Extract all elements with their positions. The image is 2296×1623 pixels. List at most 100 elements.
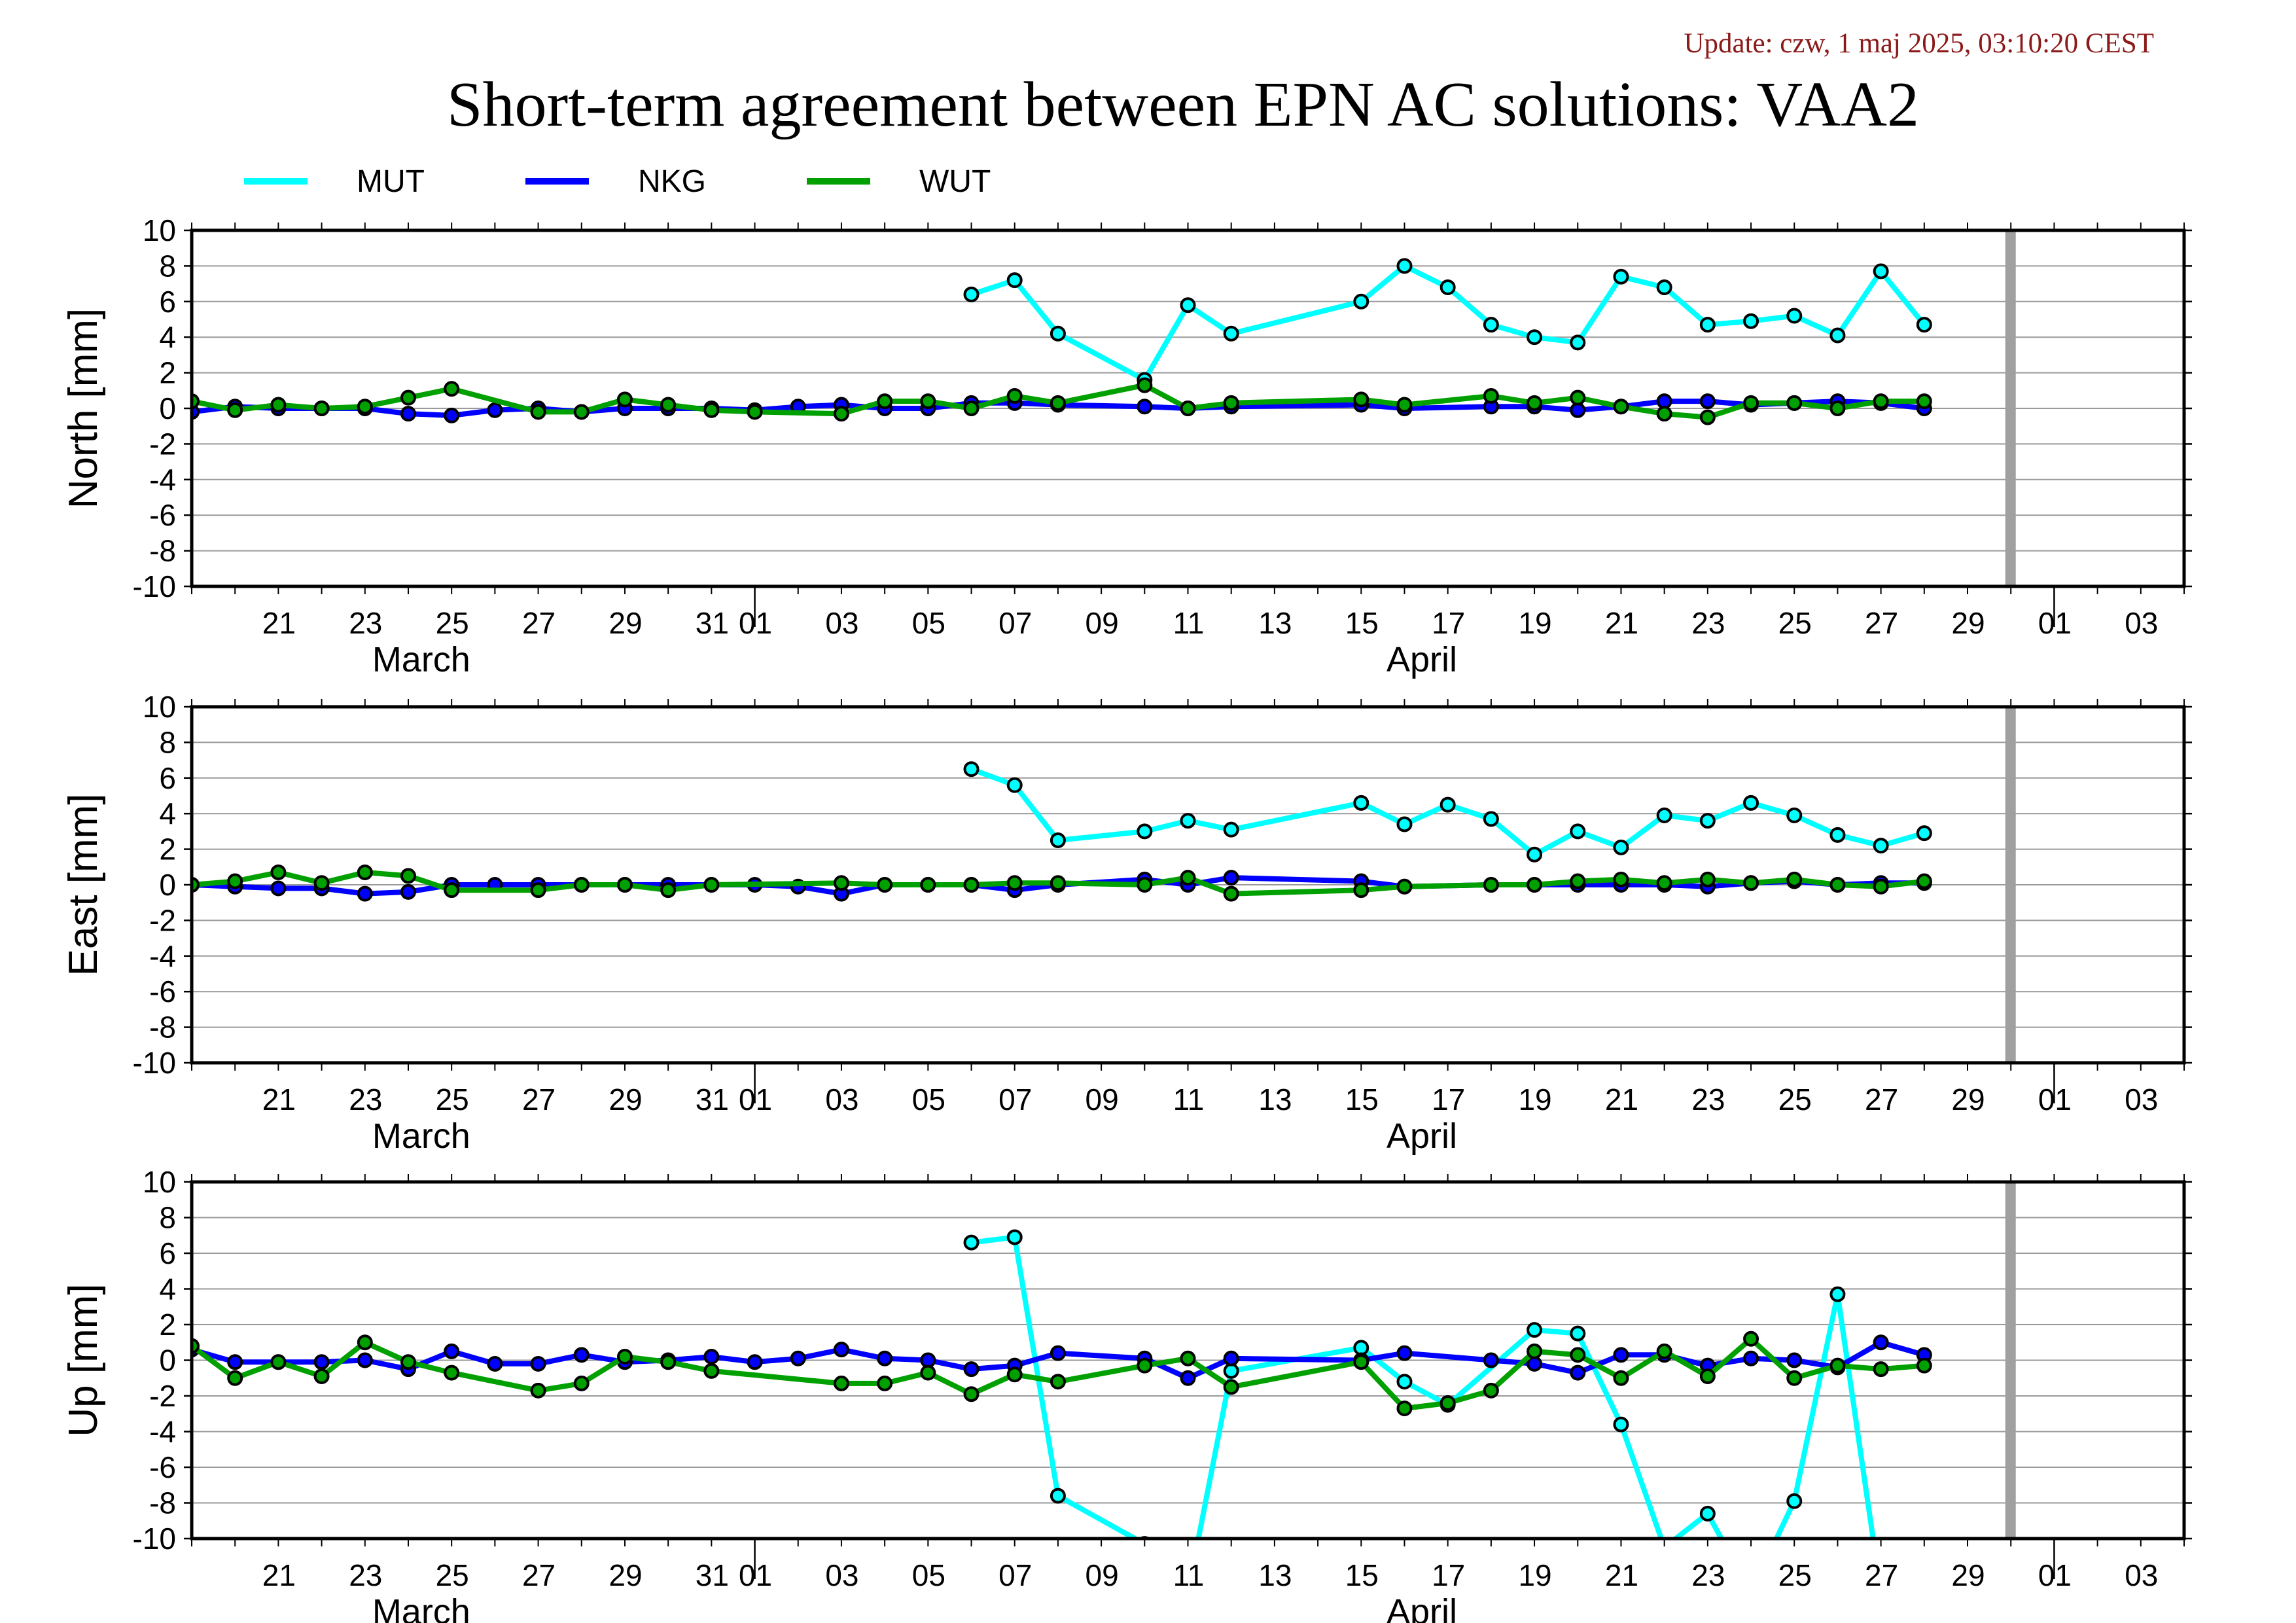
data-point-nkg — [313, 1354, 330, 1370]
data-point-mut — [1006, 272, 1023, 289]
x-tick-label: 03 — [825, 606, 858, 640]
data-point-wut — [313, 401, 330, 416]
x-tick-label: 27 — [522, 606, 556, 640]
data-point-wut — [357, 399, 373, 415]
data-point-nkg — [1223, 870, 1239, 886]
x-tick-label: 29 — [609, 1082, 642, 1116]
chart-title: Short-term agreement between EPN AC solu… — [447, 69, 1919, 140]
data-point-nkg — [1699, 393, 1716, 410]
plot-frame — [190, 228, 2186, 588]
y-tick-label: -8 — [149, 1486, 176, 1520]
month-label: April — [1386, 1592, 1457, 1623]
legend-label-nkg: NKG — [638, 164, 706, 199]
data-point-wut — [1180, 870, 1196, 886]
data-point-wut — [1699, 871, 1716, 887]
x-tick-label: 25 — [436, 1558, 469, 1592]
data-point-wut — [1223, 395, 1239, 411]
data-point-nkg — [444, 407, 460, 423]
legend-label-wut: WUT — [919, 164, 991, 199]
x-tick-label: 25 — [1778, 1558, 1812, 1592]
data-point-mut — [963, 761, 980, 777]
data-point-wut — [660, 882, 677, 899]
data-point-nkg — [357, 885, 373, 902]
data-point-mut — [1353, 1340, 1369, 1356]
data-point-mut — [1396, 1374, 1413, 1390]
data-point-nkg — [400, 406, 416, 422]
data-point-mut — [1873, 263, 1889, 279]
data-point-mut — [1743, 794, 1759, 811]
data-point-nkg — [444, 1343, 460, 1359]
data-point-wut — [963, 401, 980, 416]
x-tick-label: 29 — [1951, 1082, 1985, 1116]
y-tick-label: 0 — [159, 1344, 176, 1378]
data-point-wut — [1180, 1350, 1196, 1366]
data-point-wut — [1829, 401, 1846, 416]
data-point-wut — [1396, 878, 1413, 895]
data-point-mut — [1613, 839, 1629, 855]
data-point-mut — [1439, 279, 1456, 296]
data-point-wut — [747, 404, 763, 420]
data-point-wut — [1353, 882, 1369, 899]
x-tick-label: 03 — [2125, 1082, 2158, 1116]
x-tick-label: 05 — [912, 1082, 945, 1116]
data-point-nkg — [270, 880, 287, 897]
data-point-mut — [1570, 1325, 1586, 1342]
x-tick-label: 05 — [912, 1558, 945, 1592]
x-tick-label: 23 — [1691, 606, 1725, 640]
data-point-mut — [1570, 334, 1586, 351]
data-point-mut — [1873, 838, 1889, 854]
data-point-mut — [1439, 796, 1456, 813]
data-point-wut — [660, 1354, 677, 1370]
data-point-mut — [1786, 1493, 1803, 1509]
y-tick-label: -4 — [149, 463, 176, 497]
x-tick-label: 21 — [1605, 1558, 1638, 1592]
data-point-nkg — [1137, 399, 1153, 415]
data-point-wut — [833, 406, 849, 422]
y-tick-label: -8 — [149, 1010, 176, 1044]
x-tick-label: 15 — [1345, 1082, 1379, 1116]
data-point-mut — [963, 286, 980, 302]
data-point-wut — [227, 402, 243, 418]
data-point-wut — [1916, 1357, 1932, 1374]
data-point-nkg — [530, 1355, 546, 1372]
data-point-wut — [530, 1382, 546, 1399]
plot-frame — [190, 705, 2186, 1065]
data-point-wut — [920, 877, 936, 893]
y-tick-label: 2 — [159, 356, 176, 390]
data-point-mut — [1180, 813, 1196, 829]
y-tick-label: -6 — [149, 974, 176, 1008]
x-tick-label: 03 — [825, 1082, 858, 1116]
x-tick-label: 03 — [2125, 1558, 2158, 1592]
data-point-nkg — [1223, 1350, 1239, 1366]
legend: MUT NKG WUT — [244, 164, 991, 199]
y-tick-label: -10 — [133, 1046, 176, 1080]
data-point-wut — [270, 864, 287, 880]
data-point-wut — [1527, 877, 1543, 893]
data-point-wut — [1829, 1357, 1846, 1374]
x-tick-label: 01 — [739, 1082, 772, 1116]
data-point-wut — [1050, 395, 1066, 411]
data-point-mut — [1050, 325, 1066, 342]
y-tick-label: 4 — [159, 1272, 176, 1306]
data-point-mut — [1656, 807, 1672, 823]
y-axis-label: East [mm] — [61, 793, 106, 976]
data-point-wut — [1483, 877, 1499, 893]
y-tick-label: 8 — [159, 1201, 176, 1235]
data-point-wut — [1006, 387, 1023, 404]
data-point-mut — [1396, 816, 1413, 832]
data-point-wut — [1916, 393, 1932, 410]
data-point-wut — [1570, 873, 1586, 889]
x-tick-label: 21 — [262, 1558, 296, 1592]
x-tick-label: 25 — [1778, 1082, 1812, 1116]
data-point-nkg — [790, 1350, 806, 1366]
data-point-wut — [1353, 1354, 1369, 1370]
data-point-wut — [357, 1334, 373, 1351]
data-point-wut — [963, 877, 980, 893]
y-tick-label: -8 — [149, 534, 176, 568]
y-tick-label: 4 — [159, 796, 176, 830]
data-point-wut — [1613, 871, 1629, 887]
x-tick-label: 27 — [1865, 606, 1898, 640]
data-point-nkg — [1396, 1345, 1413, 1361]
